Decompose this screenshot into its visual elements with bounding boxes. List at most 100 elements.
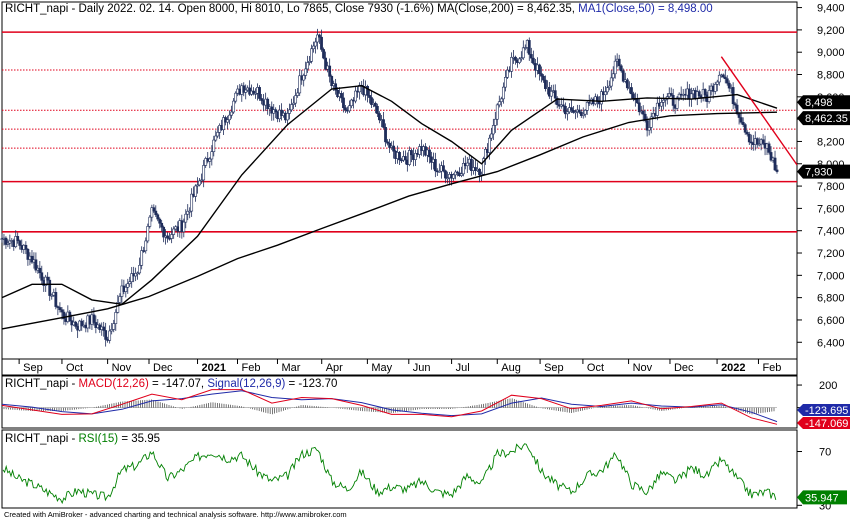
candle [330, 74, 334, 89]
price-y-tick-label: 6,400 [817, 337, 845, 349]
macd-header-ticker: RICHT_napi - [5, 378, 79, 390]
candle [506, 66, 509, 79]
candle-body [74, 321, 78, 327]
date-tick-label: Jun [413, 362, 431, 374]
candle-body [540, 73, 543, 77]
candle-body [407, 150, 411, 165]
candle [158, 217, 162, 229]
candle [6, 239, 10, 248]
candle [166, 232, 169, 243]
candle-body [92, 314, 96, 323]
candle [655, 96, 659, 121]
candle-body [452, 174, 455, 179]
footer-credit: Created with AmiBroker - advanced charti… [4, 510, 347, 519]
candle-body [769, 152, 773, 161]
candle-body [56, 306, 60, 308]
candle-body [330, 76, 334, 86]
candle-body [134, 273, 138, 277]
candle [661, 93, 665, 110]
candle [452, 173, 455, 181]
candle-body [200, 179, 204, 182]
candle-body [368, 95, 371, 98]
candle [517, 57, 521, 65]
candle-body [298, 75, 302, 94]
candle [382, 112, 385, 129]
candle-body [290, 104, 293, 111]
candle-body [735, 104, 739, 114]
candle [312, 41, 315, 53]
date-tick-label: Nov [112, 362, 132, 374]
candle-body [316, 34, 319, 43]
candle-body [104, 330, 108, 340]
candle [566, 108, 569, 121]
candle [314, 37, 317, 54]
candle [322, 47, 325, 60]
candle-body [630, 87, 633, 95]
candle-body [344, 107, 347, 111]
candle-body [645, 120, 649, 131]
candle-body [386, 141, 389, 144]
candle [354, 86, 357, 104]
candle-body [260, 98, 263, 101]
candle-body [454, 171, 457, 176]
candle [170, 227, 174, 244]
candle-body [212, 139, 216, 152]
candle [769, 146, 773, 162]
candle-body [713, 83, 717, 92]
candle [210, 145, 214, 166]
date-tick-label: Dec [674, 362, 694, 374]
macd-header-series-name: Signal(12,26,9) [207, 378, 285, 390]
candle-body [118, 296, 122, 303]
candle [717, 71, 721, 86]
candle-body [410, 150, 413, 156]
macd-badge: -147.069 [797, 417, 850, 430]
candle-body [112, 323, 116, 330]
candle-body [114, 312, 118, 324]
candle [703, 88, 707, 102]
candle [757, 137, 761, 147]
date-tick-label: Nov [633, 362, 653, 374]
candle-body [378, 113, 381, 121]
candle-body [660, 102, 663, 107]
candle [196, 177, 199, 194]
candle-body [288, 109, 291, 114]
candle-body [158, 218, 162, 224]
candle-body [553, 90, 557, 99]
candle [288, 103, 291, 120]
candle [460, 166, 463, 178]
candle [444, 169, 447, 184]
candle-body [595, 96, 599, 102]
candle-body [80, 320, 84, 327]
candle [266, 97, 270, 115]
candle-body [675, 97, 679, 109]
header-ma50: MA1(Close,50) = 8,498.00 [578, 3, 713, 15]
candle-body [384, 127, 387, 143]
candle [186, 204, 190, 221]
candle [403, 150, 407, 165]
candle-body [529, 54, 533, 59]
candle [433, 152, 437, 178]
price-badge: 8,462.35 [797, 111, 850, 126]
candle-body [130, 273, 134, 283]
candle-body [414, 152, 417, 160]
candle [775, 164, 779, 174]
rsi-badge: 35.947 [797, 490, 847, 505]
candle-body [538, 64, 541, 75]
header-ticker: RICHT_napi - Daily 2022. 02. 14. Open 80… [5, 3, 437, 15]
price-header: RICHT_napi - Daily 2022. 02. 14. Open 80… [5, 3, 713, 15]
candle-body [755, 138, 759, 145]
candle-body [767, 143, 771, 153]
candle-body [116, 302, 120, 313]
candle-body [166, 235, 169, 239]
candle-body [6, 242, 10, 245]
candle [214, 130, 218, 142]
candle-body [4, 237, 8, 245]
rsi-header-series-name: RSI(15) [79, 433, 119, 445]
candle [519, 51, 523, 62]
price-badge: 8,498 [797, 95, 850, 110]
candle [609, 70, 613, 91]
candle [761, 134, 765, 146]
candle-body [34, 259, 38, 271]
candle [258, 85, 261, 101]
candle [80, 318, 84, 331]
